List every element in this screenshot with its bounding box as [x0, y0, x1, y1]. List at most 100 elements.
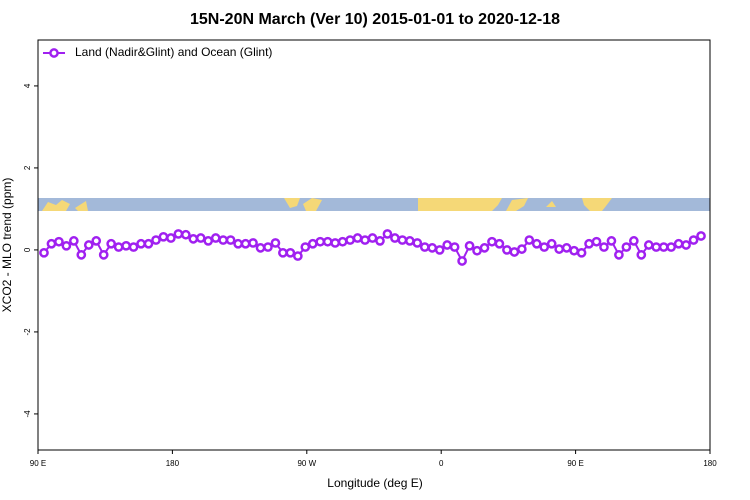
data-point	[404, 236, 415, 246]
data-point	[240, 238, 251, 249]
data-point	[464, 240, 475, 251]
data-point	[39, 247, 49, 258]
data-point	[419, 242, 430, 252]
data-point	[195, 233, 206, 243]
data-point	[591, 236, 602, 247]
data-point	[412, 238, 423, 248]
data-point	[278, 247, 288, 258]
data-point	[561, 243, 572, 253]
data-point	[210, 233, 221, 243]
data-point	[136, 238, 146, 249]
data-point	[367, 233, 378, 243]
data-point	[151, 235, 161, 245]
data-point	[449, 242, 460, 252]
data-point	[524, 235, 535, 245]
data-point	[285, 247, 296, 258]
data-point	[76, 249, 87, 260]
data-point	[487, 236, 497, 247]
data-point	[472, 245, 482, 256]
data-point	[614, 249, 624, 260]
x-axis-label: Longitude (deg E)	[327, 476, 422, 490]
data-point	[54, 236, 64, 247]
data-point	[83, 240, 94, 250]
x-tick-label: 90 W	[297, 459, 316, 468]
data-point	[203, 236, 214, 246]
map-strip	[38, 198, 710, 211]
data-point	[315, 236, 326, 247]
plot-frame	[37, 39, 711, 451]
data-point	[546, 238, 557, 249]
data-point	[651, 242, 662, 252]
chart-title: 15N-20N March (Ver 10) 2015-01-01 to 202…	[190, 11, 560, 28]
x-tick-label: 180	[703, 459, 717, 468]
data-point	[180, 229, 191, 240]
data-point	[434, 245, 445, 255]
data-point	[158, 231, 169, 242]
data-point	[569, 245, 579, 256]
data-point	[576, 247, 587, 258]
data-point	[509, 247, 520, 257]
data-point	[658, 242, 669, 252]
data-point	[128, 242, 139, 252]
x-tick-label: 180	[166, 459, 180, 468]
data-point	[494, 238, 505, 249]
data-point	[188, 234, 199, 244]
data-point	[681, 240, 691, 250]
data-point	[255, 243, 266, 253]
data-point	[233, 238, 243, 249]
x-tick-label: 0	[439, 459, 444, 468]
y-tick-label: -4	[23, 410, 32, 418]
data-point	[688, 235, 699, 245]
data-point	[643, 240, 654, 250]
data-point	[696, 231, 706, 241]
y-axis-label: XCO2 - MLO trend (ppm)	[0, 178, 14, 313]
x-tick-label: 90 E	[30, 459, 46, 468]
data-point	[599, 242, 609, 252]
data-point	[173, 229, 184, 239]
data-point	[248, 238, 258, 248]
data-point	[352, 233, 363, 243]
data-point	[337, 236, 348, 247]
data-point	[375, 236, 385, 246]
data-point	[106, 238, 117, 249]
data-point	[218, 235, 229, 245]
data-point	[270, 238, 281, 248]
data-point	[91, 236, 102, 246]
data-point	[68, 236, 79, 246]
y-tick-label: -2	[23, 328, 32, 336]
data-point	[360, 235, 370, 245]
y-tick-label: 0	[23, 247, 32, 252]
data-point	[225, 235, 236, 245]
data-point	[330, 238, 341, 248]
data-point	[307, 238, 318, 249]
data-point	[61, 240, 72, 251]
data-point	[300, 242, 311, 252]
data-point	[554, 244, 565, 254]
data-point	[345, 235, 355, 245]
data-point	[322, 236, 333, 247]
data-point	[666, 242, 677, 252]
data-point	[479, 243, 490, 253]
data-point	[457, 256, 467, 266]
legend-label: Land (Nadir&Glint) and Ocean (Glint)	[75, 45, 272, 59]
data-point	[143, 238, 154, 249]
y-tick-label: 2	[23, 165, 32, 170]
data-point	[427, 243, 438, 253]
data-point	[636, 249, 647, 260]
data-point	[390, 233, 400, 243]
data-point	[516, 244, 527, 254]
data-point	[502, 245, 512, 255]
data-point	[584, 238, 594, 249]
data-point	[628, 236, 639, 246]
data-point	[539, 242, 550, 252]
data-point	[292, 251, 303, 261]
data-point	[46, 238, 57, 249]
data-point	[531, 238, 542, 249]
y-tick-label: 4	[23, 83, 32, 88]
data-point	[113, 242, 124, 252]
data-point	[166, 233, 176, 243]
data-point	[263, 242, 273, 252]
x-tick-label: 90 E	[567, 459, 583, 468]
legend-marker	[49, 48, 59, 58]
